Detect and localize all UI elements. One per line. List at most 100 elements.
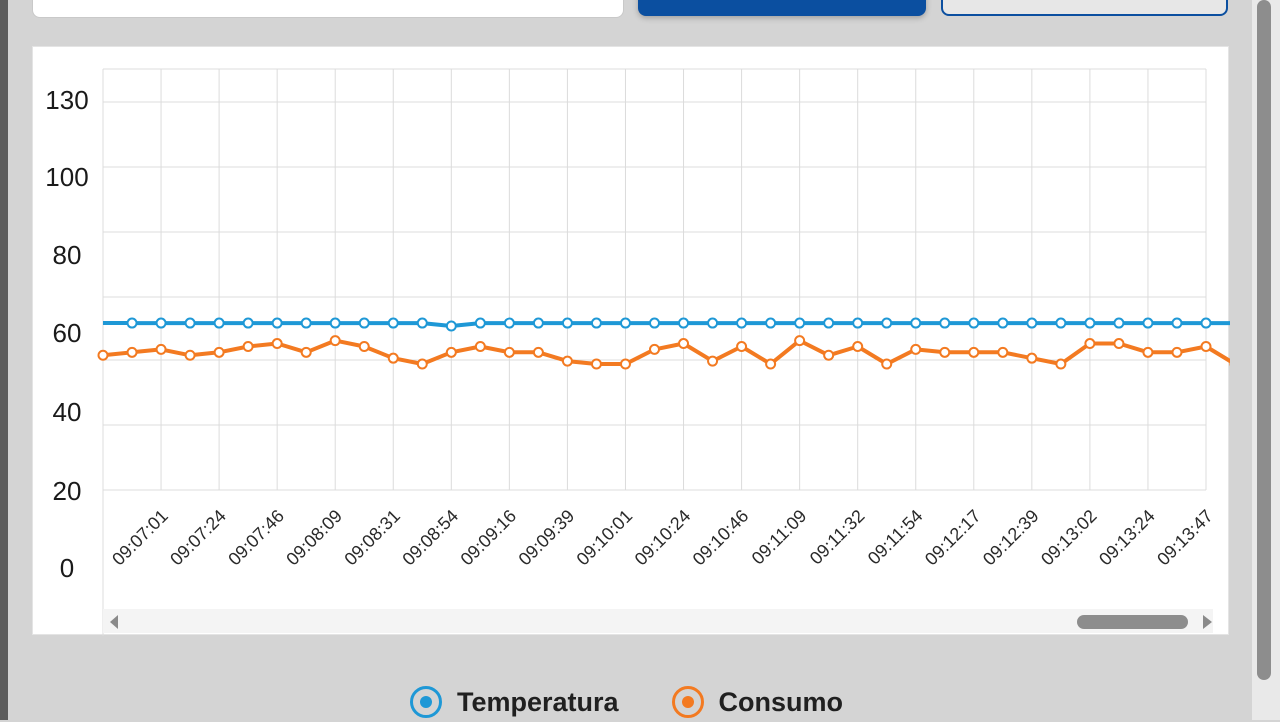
y-tick-label: 100 xyxy=(45,162,88,192)
radio-circle-icon xyxy=(409,685,443,719)
x-tick-label: 09:08:31 xyxy=(340,506,404,570)
data-point-temperatura xyxy=(1114,319,1123,328)
data-point-temperatura xyxy=(273,319,282,328)
y-tick-label: 20 xyxy=(53,476,82,506)
data-point-consumo xyxy=(99,351,108,360)
data-point-temperatura xyxy=(592,319,601,328)
data-point-consumo xyxy=(331,336,340,345)
x-tick-label: 09:10:24 xyxy=(631,506,695,570)
data-point-consumo xyxy=(273,339,282,348)
data-point-temperatura xyxy=(563,319,572,328)
data-point-consumo xyxy=(389,354,398,363)
x-tick-label: 09:11:32 xyxy=(806,506,869,569)
x-tick-label: 09:13:47 xyxy=(1153,506,1217,570)
y-tick-label: 0 xyxy=(60,553,74,583)
data-point-consumo xyxy=(1172,348,1181,357)
data-point-consumo xyxy=(128,348,137,357)
data-point-consumo xyxy=(418,360,427,369)
data-point-consumo xyxy=(766,360,775,369)
legend-label-temperatura: Temperatura xyxy=(457,687,619,718)
data-point-temperatura xyxy=(418,319,427,328)
data-point-temperatura xyxy=(186,319,195,328)
data-point-temperatura xyxy=(1143,319,1152,328)
data-point-temperatura xyxy=(360,319,369,328)
x-tick-label: 09:07:01 xyxy=(108,506,172,570)
data-point-temperatura xyxy=(1172,319,1181,328)
data-point-temperatura xyxy=(998,319,1007,328)
x-tick-label: 09:10:46 xyxy=(689,506,753,570)
data-point-temperatura xyxy=(679,319,688,328)
x-tick-label: 09:09:16 xyxy=(457,506,521,570)
data-point-consumo xyxy=(1085,339,1094,348)
data-point-temperatura xyxy=(795,319,804,328)
data-point-consumo xyxy=(621,360,630,369)
data-point-temperatura xyxy=(215,319,224,328)
data-point-consumo xyxy=(824,351,833,360)
legend-item-consumo[interactable]: Consumo xyxy=(671,685,844,719)
data-point-temperatura xyxy=(853,319,862,328)
data-point-consumo xyxy=(505,348,514,357)
data-point-temperatura xyxy=(708,319,717,328)
data-point-temperatura xyxy=(824,319,833,328)
x-tick-label: 09:07:46 xyxy=(224,506,288,570)
data-point-consumo xyxy=(215,348,224,357)
y-tick-label: 130 xyxy=(45,85,88,115)
data-point-consumo xyxy=(650,345,659,354)
x-tick-label: 09:11:54 xyxy=(864,506,927,569)
data-point-consumo xyxy=(737,342,746,351)
legend-item-temperatura[interactable]: Temperatura xyxy=(409,685,619,719)
data-point-consumo xyxy=(853,342,862,351)
data-point-consumo xyxy=(969,348,978,357)
data-point-temperatura xyxy=(650,319,659,328)
data-point-temperatura xyxy=(940,319,949,328)
data-point-temperatura xyxy=(1027,319,1036,328)
data-point-temperatura xyxy=(1085,319,1094,328)
chart-panel: 130 100 80 60 40 20 0 09:07:01 09:07:24 09:07:46 0… xyxy=(32,46,1229,635)
radio-circle-icon xyxy=(671,685,705,719)
data-point-consumo xyxy=(679,339,688,348)
data-point-temperatura xyxy=(882,319,891,328)
vertical-scrollbar-thumb[interactable] xyxy=(1257,0,1271,680)
data-point-consumo xyxy=(534,348,543,357)
data-point-consumo xyxy=(1143,348,1152,357)
data-point-temperatura xyxy=(1056,319,1065,328)
data-point-consumo xyxy=(911,345,920,354)
data-point-consumo xyxy=(360,342,369,351)
data-point-temperatura xyxy=(969,319,978,328)
data-point-consumo xyxy=(1056,360,1065,369)
data-point-temperatura xyxy=(766,319,775,328)
y-tick-label: 40 xyxy=(53,397,82,427)
x-tick-label: 09:13:02 xyxy=(1037,506,1101,570)
x-tick-label: 09:08:09 xyxy=(282,506,346,570)
window-left-border xyxy=(0,0,8,720)
data-point-temperatura xyxy=(621,319,630,328)
data-point-temperatura xyxy=(157,319,166,328)
data-point-temperatura xyxy=(505,319,514,328)
data-point-temperatura xyxy=(447,321,456,330)
x-tick-label: 09:08:54 xyxy=(398,506,462,570)
data-point-consumo xyxy=(940,348,949,357)
x-tick-label: 09:10:01 xyxy=(573,506,637,570)
horizontal-scrollbar-thumb xyxy=(1077,615,1188,629)
data-point-temperatura xyxy=(534,319,543,328)
data-point-temperatura xyxy=(244,319,253,328)
data-point-consumo xyxy=(1027,354,1036,363)
data-point-temperatura xyxy=(476,319,485,328)
data-point-consumo xyxy=(882,360,891,369)
text-input[interactable] xyxy=(32,0,624,18)
data-point-consumo xyxy=(302,348,311,357)
data-point-temperatura xyxy=(1202,319,1211,328)
data-point-consumo xyxy=(1114,339,1123,348)
data-point-consumo xyxy=(592,360,601,369)
horizontal-scrollbar-track xyxy=(103,609,1213,633)
data-point-consumo xyxy=(795,336,804,345)
data-point-temperatura xyxy=(389,319,398,328)
data-point-consumo xyxy=(244,342,253,351)
primary-button[interactable] xyxy=(638,0,926,16)
data-point-temperatura xyxy=(128,319,137,328)
secondary-button[interactable] xyxy=(941,0,1228,16)
y-tick-label: 80 xyxy=(53,240,82,270)
data-point-temperatura xyxy=(737,319,746,328)
data-point-consumo xyxy=(563,357,572,366)
